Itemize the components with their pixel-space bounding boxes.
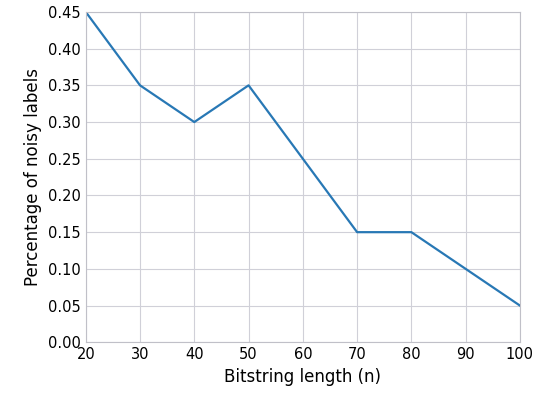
Y-axis label: Percentage of noisy labels: Percentage of noisy labels <box>25 68 42 286</box>
X-axis label: Bitstring length (n): Bitstring length (n) <box>225 368 381 386</box>
